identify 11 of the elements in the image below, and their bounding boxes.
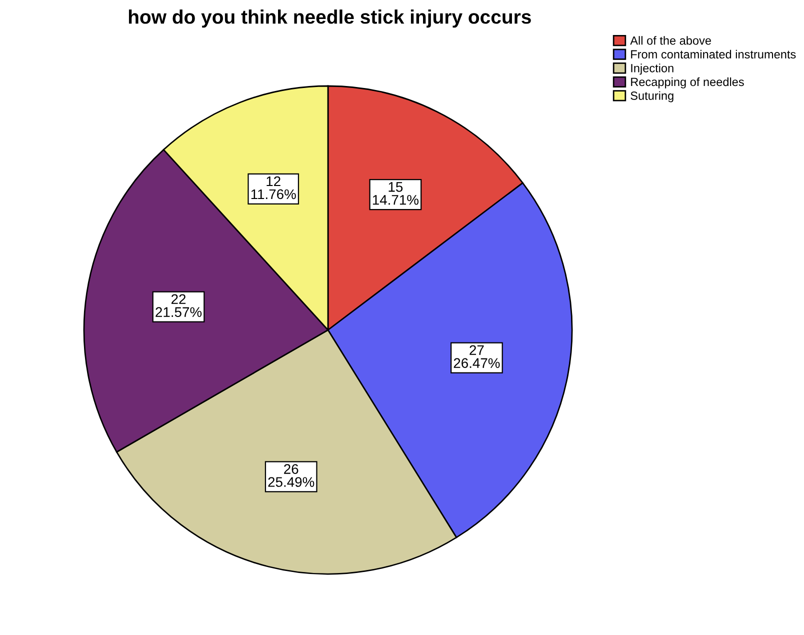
data-label: 22 21.57% (156, 294, 202, 317)
data-label: 26 25.49% (268, 464, 314, 487)
data-label: 15 14.71% (372, 182, 418, 205)
legend-label: All of the above (630, 36, 711, 45)
chart-title: how do you think needle stick injury occurs (128, 10, 531, 28)
data-label: 12 11.76% (251, 176, 296, 200)
legend-label: From contaminated instruments (631, 50, 796, 59)
legend-label: Injection (631, 64, 674, 75)
legend-label: Recapping of needles (631, 77, 744, 88)
data-label: 27 26.47% (454, 345, 500, 368)
legend-label: Suturing (630, 91, 674, 102)
